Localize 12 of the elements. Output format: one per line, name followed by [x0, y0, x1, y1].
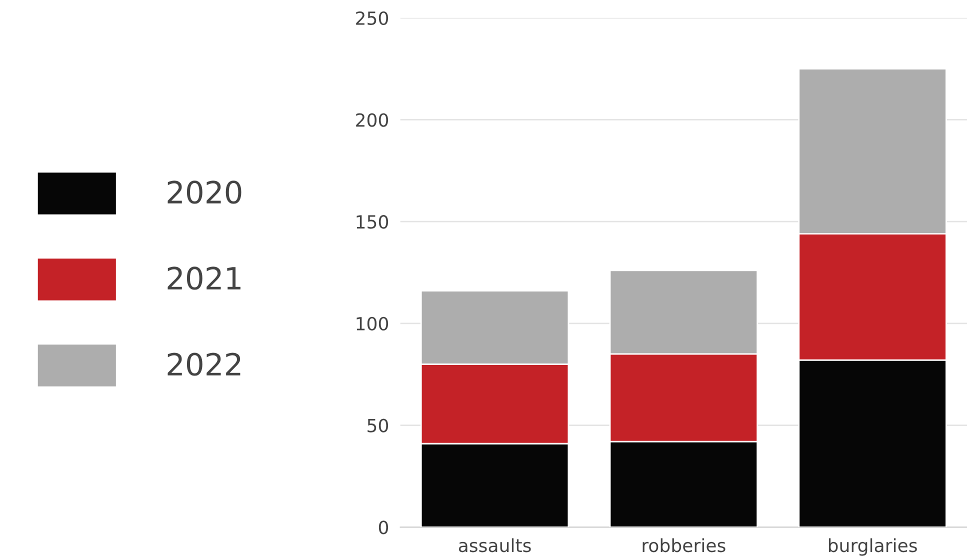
- y-tick-label: 0: [378, 520, 388, 534]
- legend-label: 2021: [168, 266, 240, 290]
- y-tick-label: 200: [356, 113, 388, 127]
- x-tick-label: assaults: [458, 538, 531, 552]
- x-tick-label: burglaries: [828, 538, 917, 556]
- y-tick-label: 50: [368, 418, 388, 432]
- y-tick-label: 150: [356, 215, 388, 229]
- y-tick-label: 100: [356, 316, 388, 331]
- legend-label: 2022: [168, 352, 240, 376]
- legend-label: 2020: [168, 180, 242, 204]
- x-tick-label: robberies: [642, 538, 726, 552]
- y-tick-label: 250: [356, 11, 388, 26]
